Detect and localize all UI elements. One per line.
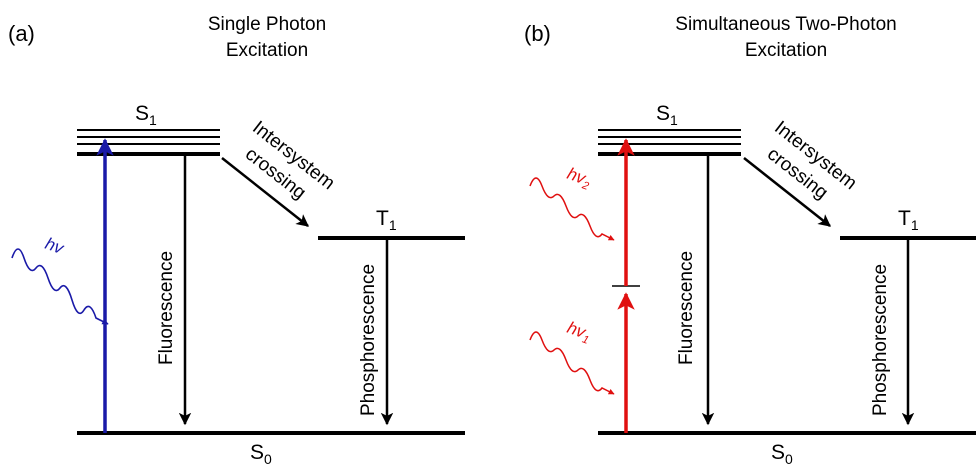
- panel-b-photon-wave-2: [529, 177, 615, 241]
- panel-b-t1-label: T1: [898, 207, 919, 233]
- panel-b-isc-arrow: [743, 157, 831, 227]
- panel-a-title-line2: Excitation: [226, 40, 308, 61]
- panel-b-s1-levels: [598, 129, 741, 156]
- panel-b-letter: (b): [524, 21, 551, 46]
- panel-a-isc-arrow: [221, 157, 309, 227]
- panel-b-photon1-label: hv1: [564, 318, 594, 347]
- panel-a-photon-label: hv: [43, 234, 68, 259]
- panel-b: (b) Simultaneous Two-Photon Excitation S…: [524, 14, 976, 466]
- panel-a-letter: (a): [8, 21, 35, 46]
- panel-a-photon-wave: [11, 248, 109, 325]
- panel-b-s1-label: S1: [656, 102, 678, 128]
- panel-a-s0-label: S0: [250, 441, 272, 466]
- panel-b-photon2-label: hv2: [564, 164, 594, 193]
- panel-a-title-line1: Single Photon: [208, 14, 326, 35]
- panel-a-phosphorescence-label: Phosphorescence: [358, 264, 379, 416]
- panel-b-s0-label: S0: [771, 441, 793, 466]
- panel-b-title-line1: Simultaneous Two-Photon: [675, 14, 896, 35]
- panel-b-fluorescence-label: Fluorescence: [676, 251, 697, 365]
- panel-a-s1-levels: [77, 129, 220, 156]
- panel-b-photon-wave-1: [529, 331, 615, 395]
- panel-a-t1-label: T1: [376, 207, 397, 233]
- panel-b-phosphorescence-label: Phosphorescence: [870, 264, 891, 416]
- panel-b-title-line2: Excitation: [745, 40, 827, 61]
- panel-a-fluorescence-label: Fluorescence: [156, 251, 177, 365]
- panel-a-s1-label: S1: [135, 102, 157, 128]
- panel-a: (a) Single Photon Excitation S1 T1 S0 hv…: [8, 14, 465, 466]
